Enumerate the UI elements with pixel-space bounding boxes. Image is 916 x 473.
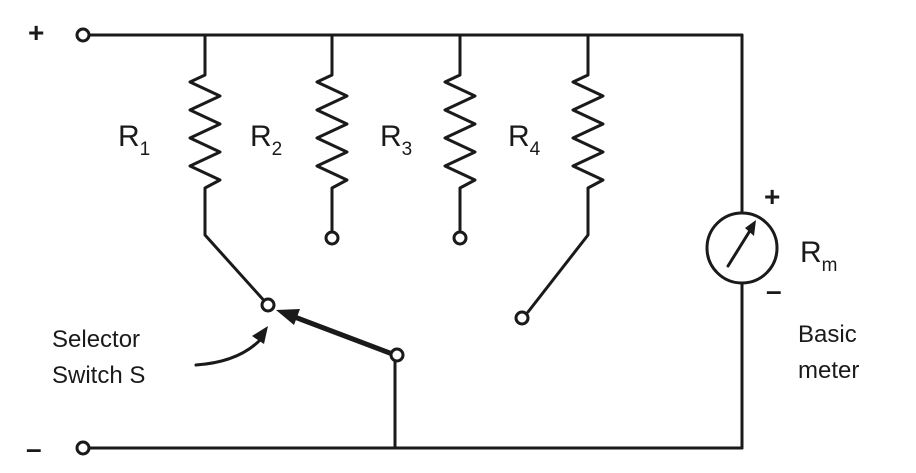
- meter-needle: [726, 227, 753, 268]
- meter-caption-line1: Basic: [798, 321, 857, 348]
- switch-caption-arrowhead: [252, 326, 268, 344]
- label-r2: R2: [250, 120, 282, 160]
- resistor-r3: [443, 33, 477, 232]
- positive-terminal: [75, 27, 91, 43]
- switch-caption-line2: Switch S: [52, 362, 145, 389]
- label-rm: Rm: [800, 236, 838, 276]
- meter-icon: [705, 211, 779, 285]
- negative-sign: –: [26, 433, 42, 464]
- label-r4: R4: [508, 120, 541, 160]
- negative-terminal: [75, 440, 91, 456]
- selector-arrowhead: [276, 309, 300, 325]
- contact-r3: [452, 230, 468, 246]
- contact-r4: [514, 310, 530, 326]
- contact-r2: [324, 230, 340, 246]
- meter-plus-sign: +: [764, 181, 780, 212]
- resistor-r1: [188, 33, 270, 307]
- selector-switch-arm: [289, 313, 398, 358]
- resistor-r4: [526, 33, 605, 314]
- meter-minus-sign: –: [766, 275, 782, 306]
- switch-caption-line1: Selector: [52, 326, 140, 353]
- label-r3: R3: [380, 120, 412, 160]
- switch-pivot: [389, 347, 405, 363]
- resistor-r2: [315, 33, 349, 232]
- switch-caption-pointer: [194, 336, 264, 367]
- positive-sign: +: [28, 17, 44, 48]
- label-r1: R1: [118, 120, 150, 160]
- meter-needle-arrowhead: [745, 220, 756, 236]
- meter-caption-line2: meter: [798, 357, 859, 384]
- contact-r1: [260, 297, 276, 313]
